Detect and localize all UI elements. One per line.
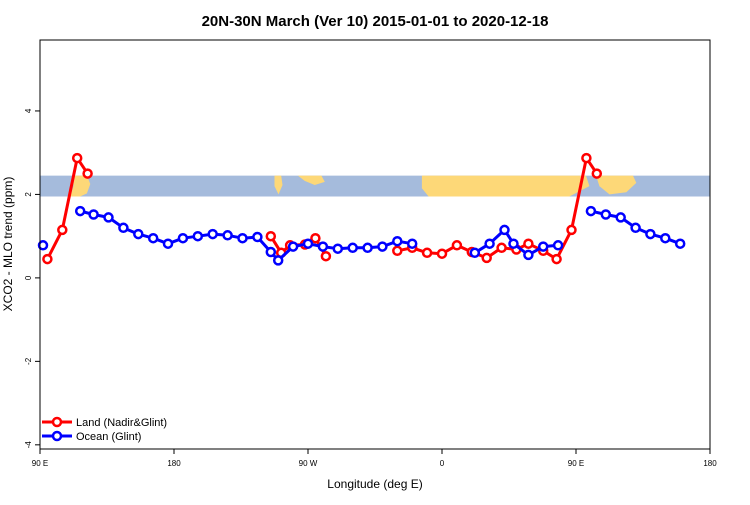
band-land-africa-arabia [421, 175, 590, 197]
data-point [585, 205, 597, 217]
data-point [362, 242, 373, 254]
data-point [237, 232, 248, 244]
band-land-asia-west [70, 175, 91, 197]
data-point [287, 241, 299, 252]
data-point [566, 224, 577, 236]
data-point [82, 168, 93, 179]
legend-marker [51, 416, 63, 428]
y-tick-label: -2 [24, 357, 33, 365]
data-point [392, 235, 403, 247]
data-point [57, 224, 68, 236]
data-point [177, 232, 189, 244]
y-tick-label: 0 [24, 275, 33, 280]
x-axis-label: Longitude (deg E) [327, 477, 422, 491]
series-line [397, 156, 599, 261]
data-point [421, 247, 433, 259]
data-point [630, 222, 641, 234]
data-point [74, 205, 86, 217]
data-point [162, 238, 174, 249]
y-tick-label: 2 [24, 192, 33, 197]
data-point [436, 248, 448, 259]
data-point [88, 209, 99, 220]
data-point [600, 209, 612, 220]
data-point [615, 212, 626, 223]
data-point [252, 231, 263, 243]
y-tick-label: 4 [24, 108, 33, 113]
y-tick-label: -4 [24, 441, 33, 449]
data-point [103, 212, 114, 223]
land-ocean-band [40, 175, 710, 197]
data-point [537, 241, 549, 252]
data-point [317, 241, 329, 252]
legend-item: Land (Nadir&Glint) [42, 416, 167, 429]
band-land-mexico [297, 175, 325, 185]
data-point [265, 230, 277, 242]
plot-frame [39, 39, 711, 450]
data-point [37, 240, 49, 251]
data-point [347, 242, 358, 254]
data-point [523, 249, 534, 261]
data-point [581, 152, 592, 164]
x-axis: 90 E 180 90 W 0 90 E 180 [32, 449, 717, 468]
data-point [406, 238, 418, 249]
data-point [645, 228, 656, 240]
data-point [451, 240, 463, 251]
data-point [332, 243, 344, 254]
legend-label: Ocean (Glint) [76, 431, 141, 443]
data-point [147, 232, 159, 244]
series-0 [42, 152, 603, 265]
data-point [377, 241, 388, 252]
data-point [484, 238, 495, 249]
data-point [523, 238, 534, 249]
data-point [320, 250, 332, 262]
data-point [71, 152, 83, 164]
legend-item: Ocean (Glint) [42, 430, 141, 443]
data-point [591, 168, 603, 179]
data-point [272, 255, 284, 266]
data-point [469, 247, 481, 259]
data-point [118, 222, 129, 234]
data-point [310, 232, 321, 244]
data-point [508, 238, 519, 249]
data-point [674, 238, 686, 249]
data-point [207, 228, 218, 240]
x-tick-label: 90 E [32, 459, 48, 468]
x-tick-label: 180 [167, 459, 181, 468]
x-tick-label: 90 E [568, 459, 584, 468]
chart-title: 20N-30N March (Ver 10) 2015-01-01 to 202… [202, 13, 549, 30]
x-tick-label: 90 W [299, 459, 318, 468]
series-line [46, 156, 89, 260]
data-point [42, 253, 53, 265]
x-tick-label: 180 [703, 459, 717, 468]
data-point [133, 228, 144, 240]
data-point [552, 240, 564, 251]
data-point [496, 242, 507, 254]
legend-label: Land (Nadir&Glint) [76, 417, 167, 429]
x-tick-label: 0 [440, 459, 445, 468]
band-land-india-china [596, 175, 637, 195]
series-layer [37, 152, 686, 266]
data-point [660, 232, 671, 244]
data-point [551, 253, 562, 265]
legend-marker [51, 430, 63, 442]
data-point [265, 246, 277, 258]
y-axis-label: XCO2 - MLO trend (ppm) [1, 177, 15, 312]
data-point [392, 245, 403, 257]
data-point [222, 230, 233, 241]
data-point [481, 252, 492, 264]
data-point [302, 238, 314, 249]
y-axis: -4 -2 0 2 4 [24, 108, 40, 448]
data-point [499, 224, 510, 236]
band-land-baja [274, 175, 283, 195]
data-point [192, 230, 204, 242]
series-1 [37, 205, 686, 266]
legend: Land (Nadir&Glint) Ocean (Glint) [42, 416, 167, 443]
